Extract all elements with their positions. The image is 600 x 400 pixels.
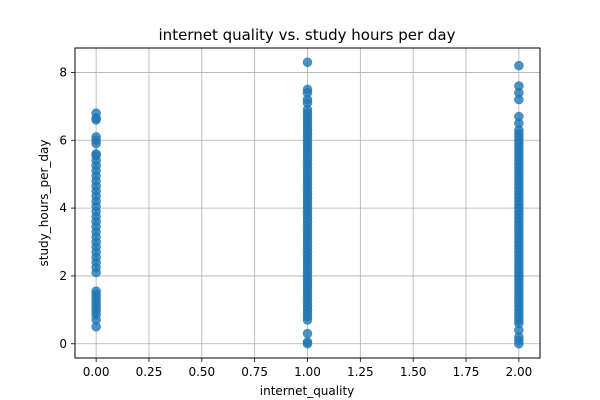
y-tick-label: 2 <box>59 269 67 283</box>
x-tick-label: 0.50 <box>188 365 215 379</box>
x-tick-label: 0.25 <box>136 365 163 379</box>
data-point <box>302 337 313 347</box>
data-point <box>91 132 101 142</box>
y-tick-label: 8 <box>59 65 67 79</box>
x-tick-label: 1.00 <box>294 365 321 379</box>
x-tick-label: 0.75 <box>241 365 268 379</box>
data-point <box>302 57 313 67</box>
x-axis-ticks: 0.00 0.25 0.50 0.75 1.00 1.25 1.50 1.75 2.00 <box>83 358 532 379</box>
y-axis-ticks: 0 2 4 6 8 <box>59 65 75 351</box>
data-points <box>91 57 524 349</box>
data-point <box>91 108 101 118</box>
y-tick-label: 0 <box>59 337 67 351</box>
x-tick-label: 2.00 <box>506 365 533 379</box>
data-point <box>302 84 313 95</box>
chart-title: internet quality vs. study hours per day <box>159 26 456 44</box>
x-tick-label: 1.25 <box>347 365 374 379</box>
data-point <box>514 81 524 91</box>
data-point <box>514 60 524 71</box>
data-point <box>91 149 101 159</box>
data-point <box>302 328 313 339</box>
x-tick-label: 1.75 <box>453 365 480 379</box>
y-tick-label: 6 <box>59 133 67 147</box>
y-tick-label: 4 <box>59 201 67 215</box>
data-point <box>91 286 101 296</box>
x-axis-label: internet_quality <box>260 384 355 398</box>
x-tick-label: 0.00 <box>83 365 110 379</box>
x-tick-label: 1.50 <box>400 365 427 379</box>
y-axis-label: study_hours_per_day <box>37 139 51 266</box>
data-point <box>514 111 524 122</box>
